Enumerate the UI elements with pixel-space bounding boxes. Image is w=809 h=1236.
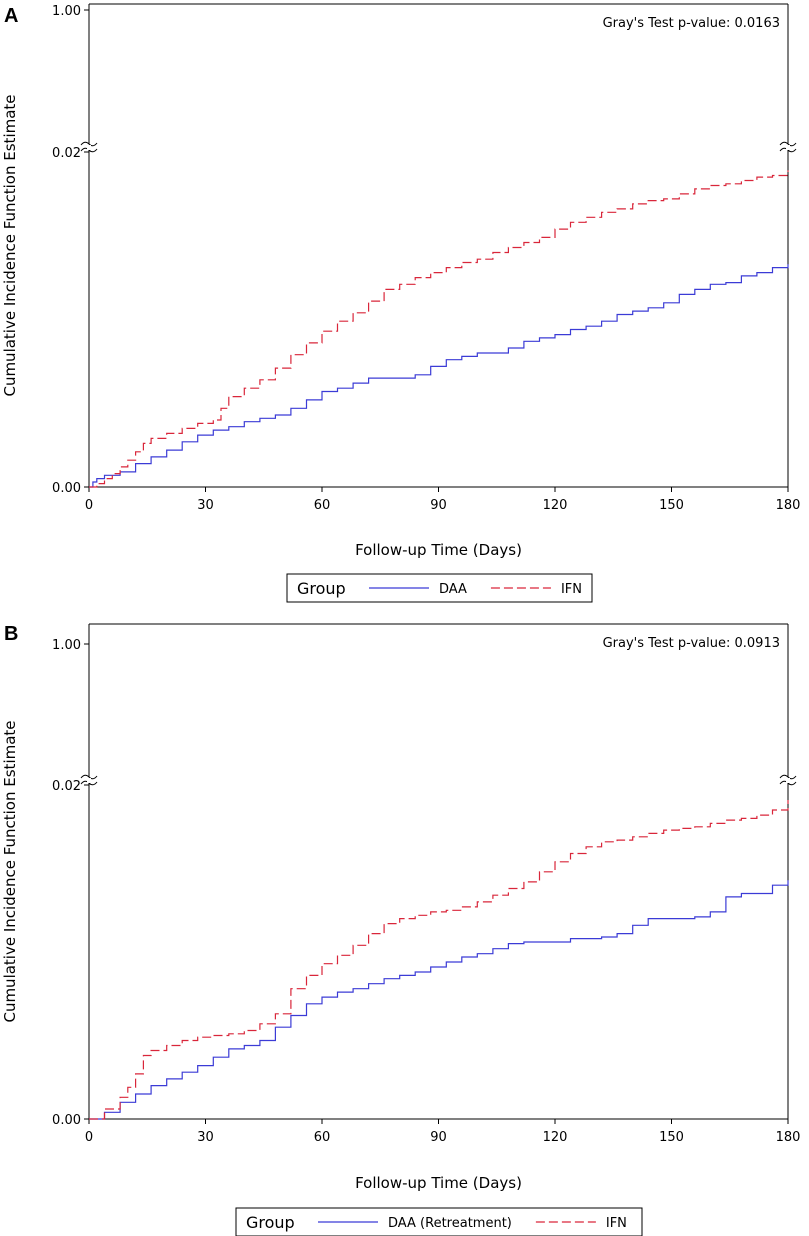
y-tick-label: 1.00 <box>52 638 81 653</box>
panel-a: A 0.00 0.02 1.00 0 30 60 90 120 150 180 Follow-up T… <box>1 3 801 603</box>
p-value-annotation: Gray's Test p-value: 0.0913 <box>603 636 780 651</box>
panel-letter: A <box>4 5 18 27</box>
y-tick-label: 0.00 <box>52 481 81 496</box>
legend-title: Group <box>297 579 346 598</box>
x-axis-title: Follow-up Time (Days) <box>355 1174 522 1192</box>
x-tick-label: 30 <box>197 1130 214 1145</box>
series-line-ifn <box>89 170 789 488</box>
y-tick-label: 0.02 <box>52 146 81 161</box>
axis-break-icon <box>779 141 797 153</box>
series-line-daa <box>89 264 789 488</box>
legend: Group DAA (Retreatment) IFN <box>235 1207 643 1236</box>
x-tick-label: 180 <box>776 498 801 513</box>
legend-entry: IFN <box>606 1216 627 1231</box>
legend-title: Group <box>246 1213 295 1232</box>
panel-letter: B <box>4 623 18 645</box>
y-tick-label: 0.02 <box>52 779 81 794</box>
axis-break-icon <box>80 774 98 786</box>
y-tick-label: 0.00 <box>52 1113 81 1128</box>
y-axis-title: Cumulative Incidence Function Estimate <box>1 720 19 1022</box>
x-tick-label: 120 <box>543 1130 568 1145</box>
x-tick-label: 180 <box>776 1130 801 1145</box>
series-line-ifn <box>89 800 789 1120</box>
x-tick-label: 0 <box>85 498 93 513</box>
x-axis-title: Follow-up Time (Days) <box>355 541 522 559</box>
x-tick-label: 30 <box>197 498 214 513</box>
axis-break-icon <box>80 141 98 153</box>
x-tick-label: 0 <box>85 1130 93 1145</box>
series-line-daa-retreatment <box>89 880 789 1120</box>
x-tick-label: 90 <box>430 498 447 513</box>
x-tick-label: 90 <box>430 1130 447 1145</box>
x-tick-label: 60 <box>314 498 331 513</box>
panel-b: B 0.00 0.02 1.00 0 30 60 90 120 150 180 Follow-up T… <box>1 623 800 1236</box>
x-tick-label: 150 <box>659 498 684 513</box>
plot-frame <box>88 3 789 488</box>
plot-frame <box>88 623 789 1120</box>
x-tick-label: 150 <box>659 1130 684 1145</box>
legend-entry: DAA <box>439 582 467 597</box>
x-tick-label: 60 <box>314 1130 331 1145</box>
legend: Group DAA IFN <box>286 573 593 603</box>
p-value-annotation: Gray's Test p-value: 0.0163 <box>603 16 780 31</box>
legend-entry: IFN <box>561 582 582 597</box>
x-tick-label: 120 <box>543 498 568 513</box>
y-axis-title: Cumulative Incidence Function Estimate <box>1 94 19 396</box>
axis-break-icon <box>779 774 797 786</box>
legend-entry: DAA (Retreatment) <box>388 1216 512 1231</box>
y-tick-label: 1.00 <box>52 4 81 19</box>
